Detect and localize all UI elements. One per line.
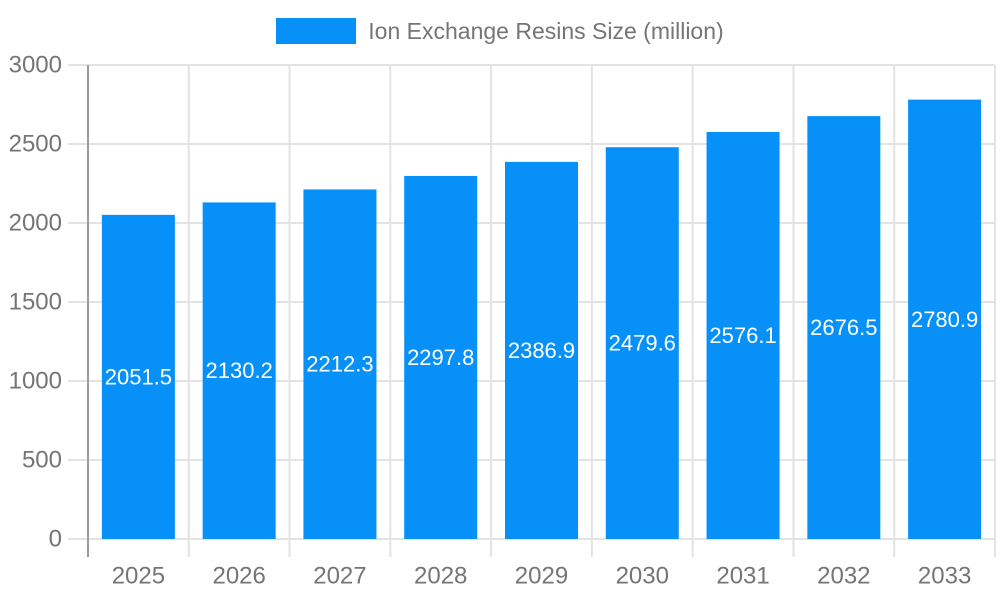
bar-value-label: 2479.6 — [609, 331, 676, 356]
bar-value-label: 2576.1 — [709, 323, 776, 348]
x-axis-tick-label: 2025 — [112, 563, 165, 590]
y-axis-tick-label: 1000 — [9, 368, 62, 395]
legend[interactable]: Ion Exchange Resins Size (million) — [0, 17, 1000, 45]
bar[interactable] — [605, 147, 679, 539]
x-axis-tick-label: 2027 — [313, 563, 366, 590]
bar-value-label: 2780.9 — [911, 307, 978, 332]
y-axis-tick-label: 500 — [22, 447, 62, 474]
bar[interactable] — [202, 202, 276, 539]
x-axis-tick-label: 2031 — [716, 563, 769, 590]
legend-swatch[interactable] — [276, 18, 357, 44]
bar-value-label: 2297.8 — [407, 345, 474, 370]
x-axis-tick-label: 2028 — [414, 563, 467, 590]
bar[interactable] — [908, 99, 982, 539]
bar-value-label: 2676.5 — [810, 315, 877, 340]
y-axis-tick-label: 3000 — [9, 52, 62, 79]
bar-value-label: 2051.5 — [105, 364, 172, 389]
bar[interactable] — [404, 175, 478, 539]
bar[interactable] — [807, 116, 881, 539]
y-axis-tick-label: 1500 — [9, 289, 62, 316]
bar-value-label: 2130.2 — [206, 358, 273, 383]
bar[interactable] — [505, 161, 578, 539]
y-axis-tick-label: 2000 — [9, 210, 62, 237]
bar-value-label: 2386.9 — [508, 338, 575, 363]
x-axis-tick-label: 2033 — [918, 563, 971, 590]
legend-label: Ion Exchange Resins Size (million) — [368, 18, 724, 44]
bar[interactable] — [303, 189, 377, 539]
bar-value-label: 2212.3 — [306, 352, 373, 377]
x-axis-tick-label: 2030 — [616, 563, 669, 590]
x-axis-tick-label: 2032 — [817, 563, 870, 590]
bar[interactable] — [706, 131, 780, 539]
x-axis-tick-label: 2026 — [212, 563, 265, 590]
bar[interactable] — [101, 214, 175, 539]
y-axis-tick-label: 0 — [49, 526, 62, 553]
y-axis-tick-label: 2500 — [9, 131, 62, 158]
x-axis-tick-label: 2029 — [515, 563, 568, 590]
